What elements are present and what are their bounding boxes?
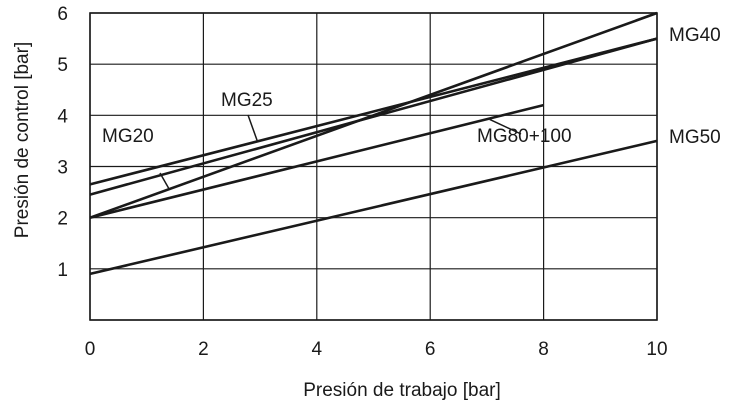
- x-tick-label: 8: [538, 339, 549, 360]
- grid: [89, 12, 658, 321]
- y-tick-label: 4: [57, 106, 68, 127]
- label-leaders: [159, 114, 522, 190]
- y-tick-label: 3: [57, 158, 68, 179]
- series-label-mg50: MG50: [669, 127, 721, 148]
- y-tick-label: 6: [57, 4, 68, 25]
- x-tick-label: 0: [85, 339, 96, 360]
- series-line-mg50: [89, 139, 658, 276]
- series-label-mg20: MG20: [102, 126, 154, 147]
- series-line-mg25: [89, 37, 658, 186]
- series-line-mg40: [89, 37, 658, 196]
- series-labels: MG20 MG25 MG40 MG80+100 MG50: [102, 25, 721, 148]
- x-tick-label: 10: [646, 339, 667, 360]
- x-tick-label: 6: [425, 339, 436, 360]
- plot-frame: [89, 12, 658, 321]
- y-tick-label: 1: [57, 260, 68, 281]
- leader-line-mg80-100: [489, 118, 522, 135]
- series-label-mg80-100: MG80+100: [477, 126, 572, 147]
- series-lines: [89, 11, 658, 276]
- series-line-mg80-100: [89, 103, 544, 219]
- x-tick-label: 4: [312, 339, 323, 360]
- x-axis-label: Presión de trabajo [bar]: [303, 380, 501, 401]
- x-tick-label: 2: [198, 339, 209, 360]
- leader-line-mg20: [159, 172, 171, 190]
- y-tick-label: 5: [57, 55, 68, 76]
- series-label-mg40: MG40: [669, 25, 721, 46]
- y-tick-label: 2: [57, 209, 68, 230]
- leader-line-mg25: [247, 114, 258, 142]
- y-axis-label: Presión de control [bar]: [12, 42, 33, 238]
- series-label-mg25: MG25: [221, 90, 273, 111]
